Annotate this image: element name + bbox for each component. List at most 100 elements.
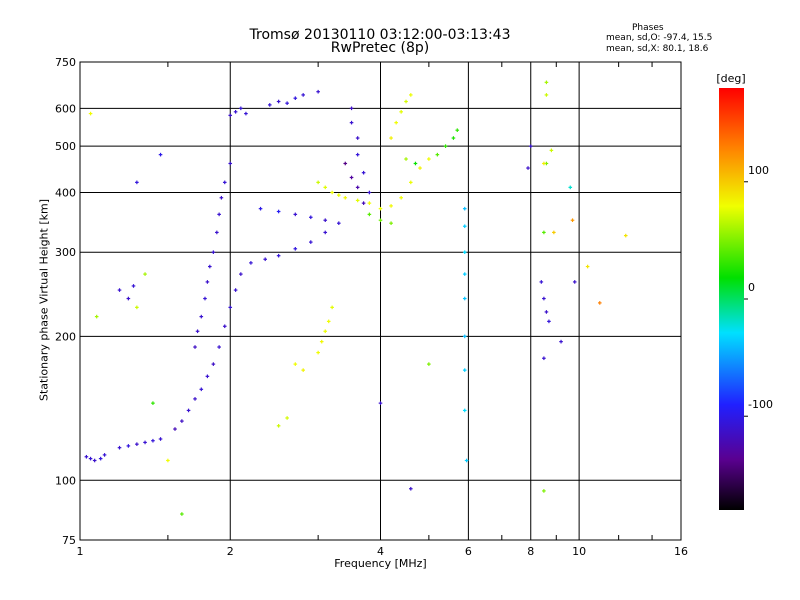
data-point [143, 440, 147, 445]
data-point [349, 120, 354, 125]
data-point [92, 458, 97, 463]
phases-x-stats: mean, sd,X: 80.1, 18.6 [606, 44, 709, 54]
data-point [94, 314, 99, 319]
data-point [316, 89, 320, 94]
data-point [228, 161, 233, 166]
data-point [542, 356, 546, 361]
data-point [117, 288, 122, 292]
data-point [293, 362, 298, 366]
data-point [151, 401, 155, 405]
colorbar-tick-label: -100 [748, 398, 773, 411]
data-point [559, 339, 563, 344]
colorbar-tick-label: 0 [748, 281, 755, 294]
data-point [547, 319, 551, 324]
data-point [239, 106, 243, 111]
data-point [205, 374, 210, 379]
data-point [316, 350, 320, 355]
data-point [378, 218, 383, 223]
data-point [131, 284, 136, 288]
data-point [399, 110, 403, 114]
data-point [301, 368, 305, 372]
data-point [542, 489, 546, 493]
data-point [568, 185, 573, 190]
x-tick-label: 1 [77, 545, 84, 558]
colorbar [719, 88, 744, 510]
data-point [435, 152, 440, 157]
colorbar-ticks: 100 0 -100 [744, 164, 773, 417]
data-point [462, 334, 467, 339]
data-point [542, 230, 546, 235]
data-point [443, 144, 448, 148]
x-tick-label: 4 [377, 545, 384, 558]
data-point [258, 206, 263, 211]
data-point [464, 458, 469, 463]
data-point [180, 419, 184, 423]
y-tick-label: 400 [55, 186, 76, 199]
data-point [195, 329, 200, 334]
data-point [211, 362, 216, 366]
phases-o-stats: mean, sd,O: -97.4, 15.5 [606, 33, 713, 43]
data-point [451, 136, 456, 140]
data-point [544, 80, 549, 85]
x-tick-label: 8 [527, 545, 534, 558]
y-axis-ticks: 75 100 200 300 400 500 600 750 [55, 56, 76, 547]
data-point [528, 144, 533, 148]
data-point [399, 195, 403, 200]
data-point [367, 212, 372, 217]
data-point [552, 230, 556, 235]
data-point [117, 445, 122, 450]
data-point [462, 272, 467, 276]
x-tick-label: 6 [465, 545, 472, 558]
data-point [249, 261, 253, 265]
data-point [217, 345, 221, 349]
data-point [542, 161, 546, 166]
data-point [276, 99, 281, 104]
data-point [308, 240, 313, 244]
grid-lines [80, 62, 681, 540]
data-point [199, 387, 204, 392]
data-point [88, 456, 93, 461]
data-point [394, 120, 398, 125]
data-point [427, 362, 431, 366]
data-point [389, 204, 393, 208]
data-point [462, 408, 467, 413]
data-point [404, 99, 408, 104]
data-point [418, 166, 422, 170]
data-point [215, 230, 219, 235]
y-tick-label: 600 [55, 102, 76, 115]
data-point [308, 215, 313, 220]
data-point [276, 424, 281, 428]
data-point [205, 280, 210, 284]
data-point [301, 93, 305, 97]
data-point [343, 161, 348, 166]
data-point [126, 444, 131, 448]
chart-subtitle: RwPretec (8p) [330, 40, 430, 56]
x-tick-label: 2 [227, 545, 234, 558]
data-point [228, 305, 233, 310]
data-point [427, 157, 431, 161]
data-point [389, 136, 393, 140]
data-point [233, 288, 238, 292]
data-point [217, 212, 221, 217]
data-point [355, 136, 360, 140]
data-point [378, 401, 383, 405]
data-point [158, 437, 163, 441]
data-point [462, 250, 467, 255]
x-axis-ticks: 1 2 4 6 8 10 16 [77, 62, 688, 558]
x-axis-label: Frequency [MHz] [334, 557, 427, 570]
data-point [285, 101, 289, 105]
data-point [355, 198, 360, 203]
y-tick-label: 750 [55, 56, 76, 69]
data-point [166, 458, 170, 463]
data-point [326, 319, 331, 324]
data-point [349, 175, 354, 180]
data-points [84, 80, 628, 516]
data-point [293, 96, 298, 100]
data-point [180, 512, 184, 516]
data-point [222, 324, 227, 329]
data-point [413, 161, 418, 166]
data-point [293, 246, 298, 251]
data-point [542, 296, 546, 301]
data-point [408, 486, 413, 491]
data-point [239, 272, 243, 276]
